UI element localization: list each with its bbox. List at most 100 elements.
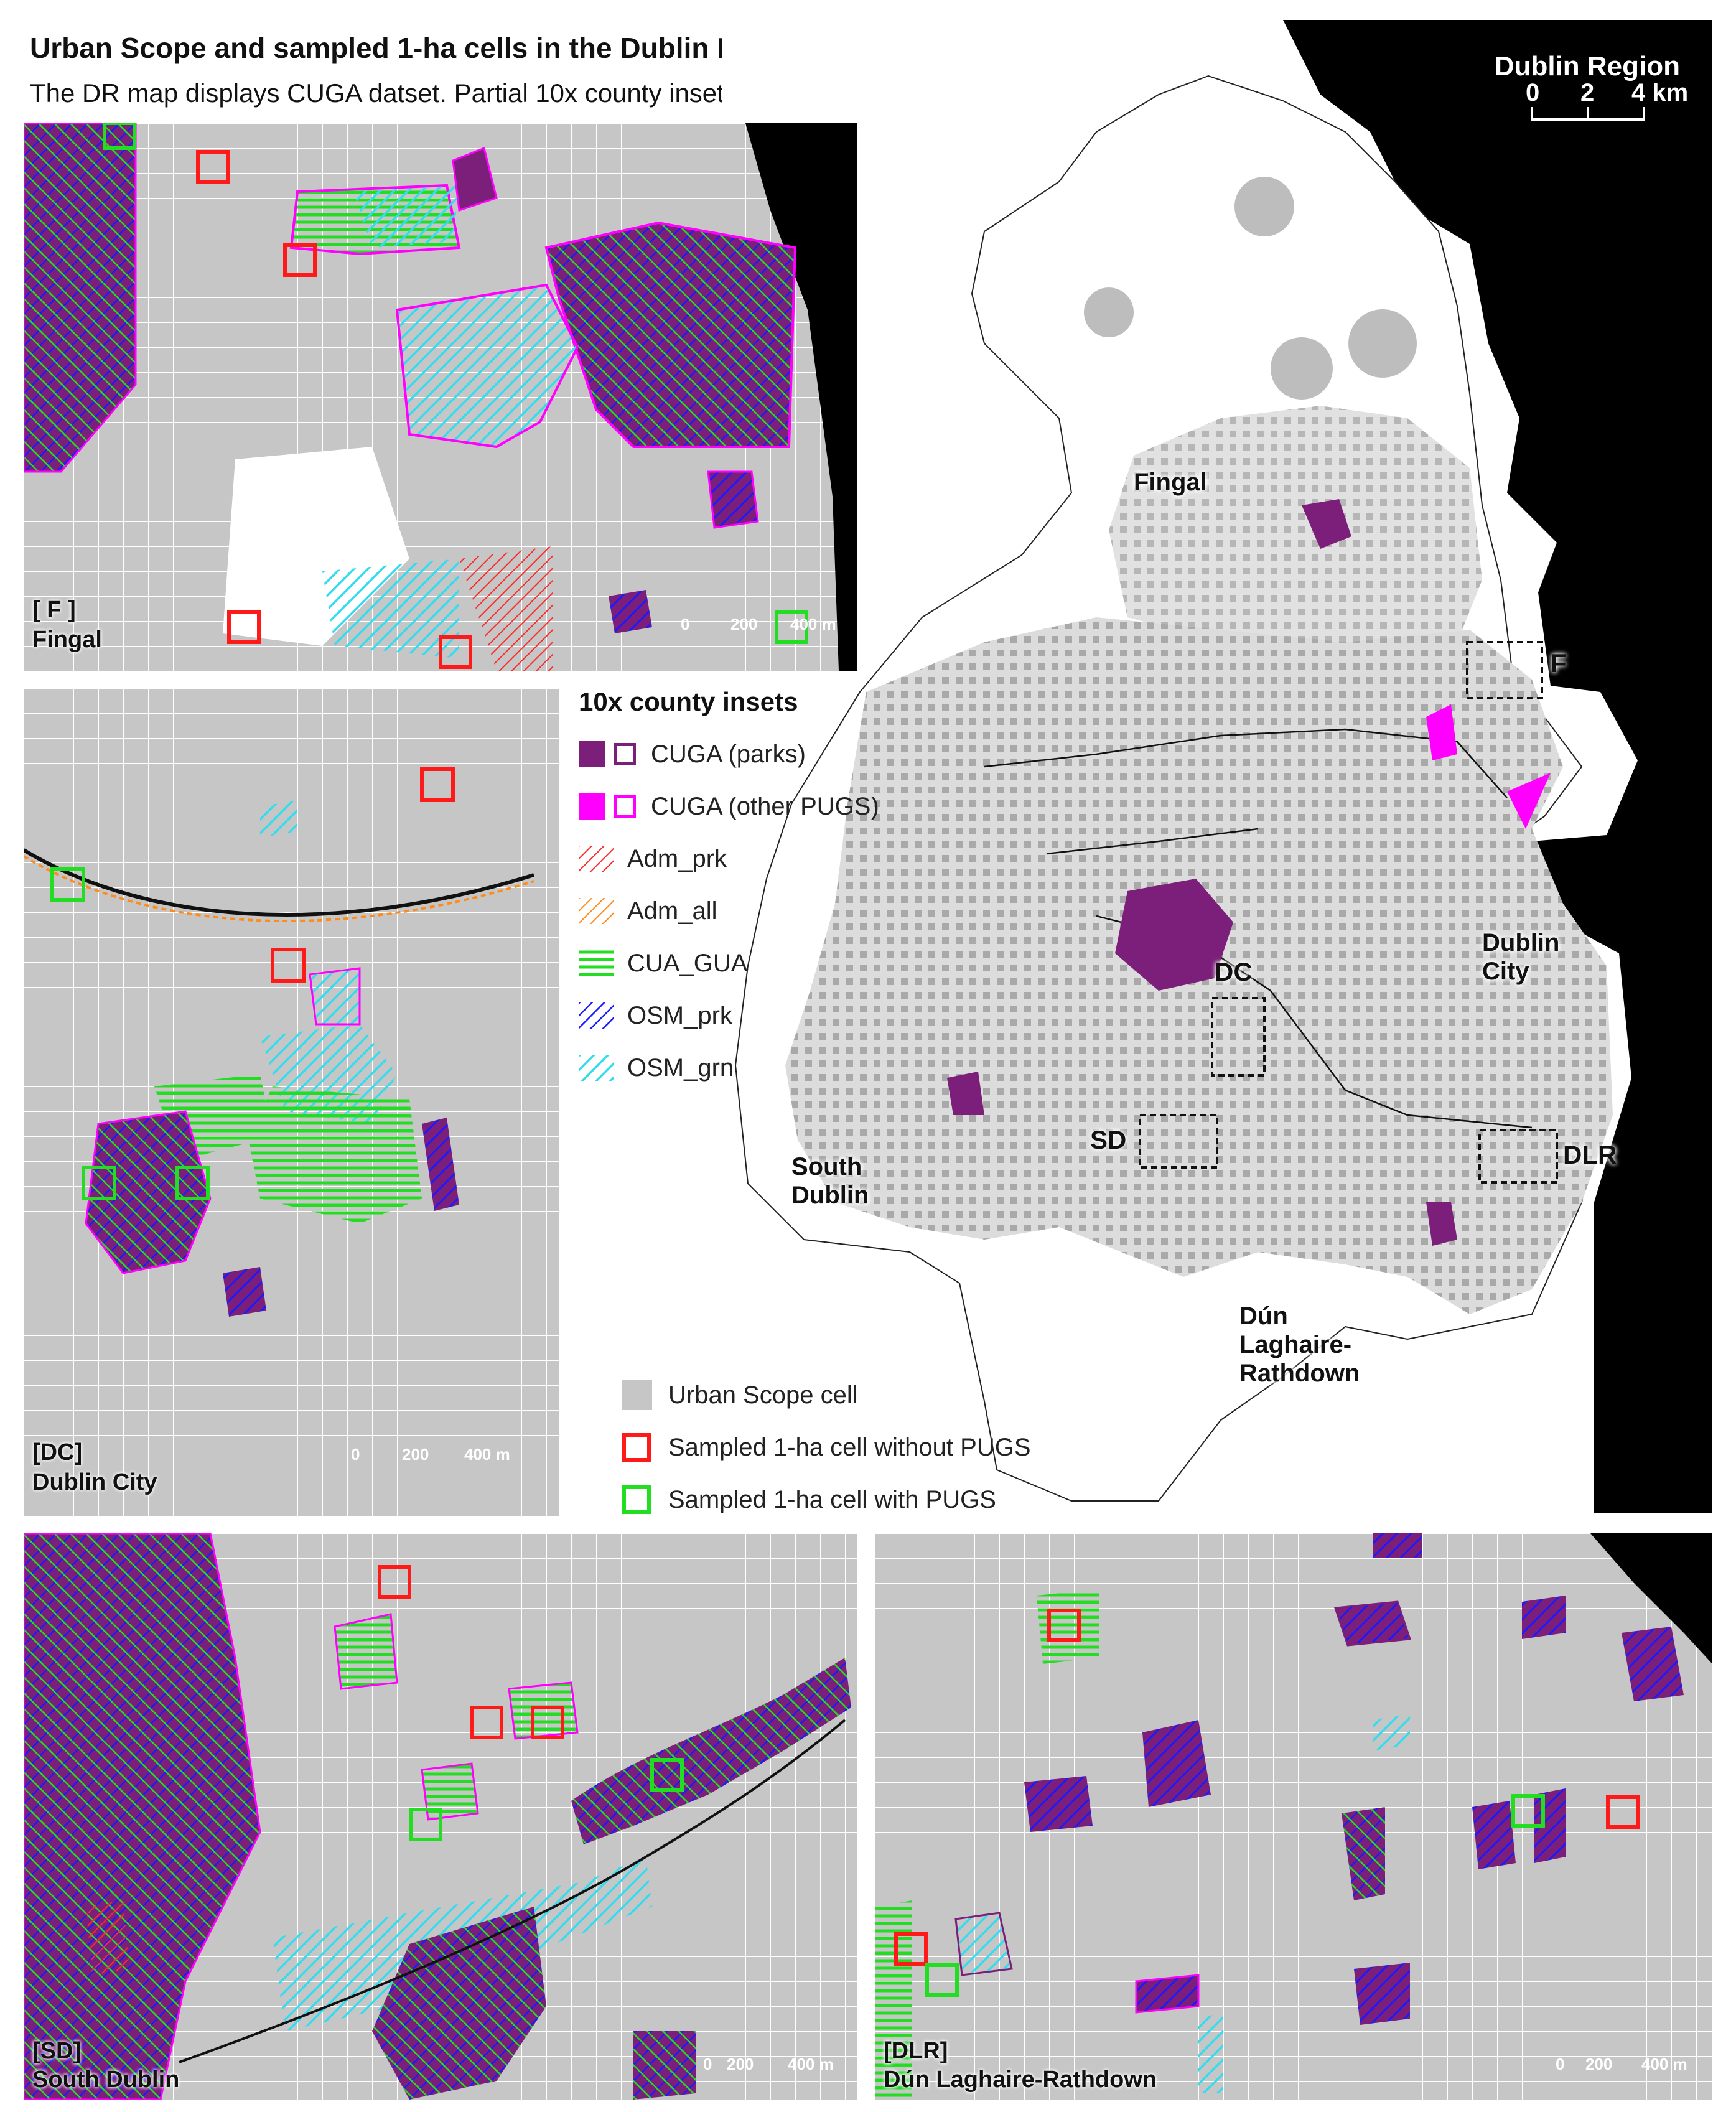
park-polygon xyxy=(452,146,498,212)
urban-cluster xyxy=(1084,287,1134,337)
sample-cell-with-pugs xyxy=(1511,1794,1545,1828)
inset-dc-scale-200: 200 xyxy=(402,1445,429,1464)
park-polygon xyxy=(1354,1963,1410,2025)
inset-sd-scale-0: 0 xyxy=(703,2055,712,2073)
inset-dublin-city-code: [DC] xyxy=(32,1439,83,1465)
legend-item-osm-grn: OSM_grn xyxy=(579,1042,952,1094)
inset-south-dublin-map xyxy=(24,1533,857,2100)
sample-cell-with-pugs xyxy=(82,1166,116,1200)
park-polygon xyxy=(1024,1776,1093,1832)
legend-swatch-urban xyxy=(622,1380,652,1410)
regional-map-canvas xyxy=(734,20,1712,1513)
inset-fingal-code: [ F ] xyxy=(32,597,76,623)
park-polygon xyxy=(1622,1627,1684,1701)
legend-swatch-horizontal xyxy=(579,950,614,976)
inset-dlr-scale-200: 200 xyxy=(1585,2055,1613,2073)
railway-line xyxy=(24,848,534,917)
park-patch xyxy=(1426,1202,1457,1246)
park-polygon xyxy=(1373,1533,1422,1558)
inset-south-dublin-name: South Dublin xyxy=(32,2067,180,2093)
legend-swatch-green-cell xyxy=(622,1485,651,1514)
sample-cell-with-pugs xyxy=(50,867,85,902)
inset-box-label-sd: SD xyxy=(1090,1125,1127,1154)
park-polygon xyxy=(24,123,137,473)
park-polygon xyxy=(85,1110,212,1274)
legend-label: Sampled 1-ha cell without PUGS xyxy=(668,1433,1031,1461)
osm-green-polygon xyxy=(353,185,459,248)
inset-fingal-scale-200: 200 xyxy=(730,615,758,633)
legend-swatch-hatch xyxy=(579,1002,614,1029)
inset-dlr-code: [DLR] xyxy=(884,2038,948,2064)
park-polygon xyxy=(609,590,652,633)
sample-cell-no-pugs xyxy=(378,1565,411,1599)
inset-box-dlr xyxy=(1478,1129,1558,1184)
legend-item-cuga-parks: CUGA (parks) xyxy=(579,728,952,780)
legend-item-cua-gua: CUA_GUA xyxy=(579,937,952,989)
sample-cell-no-pugs xyxy=(227,610,261,644)
pugs-polygon xyxy=(508,1681,579,1740)
bull-island xyxy=(1507,773,1551,829)
inset-south-dublin-code: [SD] xyxy=(32,2038,82,2064)
park-polygon xyxy=(372,1907,546,2100)
sample-cell-with-pugs xyxy=(103,123,136,150)
urban-cluster xyxy=(1271,337,1333,400)
inset-fingal-name: Fingal xyxy=(32,627,102,653)
osm-green-polygon xyxy=(309,967,361,1026)
osm-green-polygon xyxy=(322,559,459,658)
pugs-polygon xyxy=(334,1613,398,1690)
osm-green-polygon xyxy=(395,283,579,449)
inset-dlr-scale-0: 0 xyxy=(1556,2055,1565,2073)
legend-item-adm-prk: Adm_prk xyxy=(579,833,952,885)
inset-box-label-f: F xyxy=(1551,648,1567,678)
legend-item-osm-prk: OSM_prk xyxy=(579,989,952,1042)
sample-cell-no-pugs xyxy=(420,767,455,802)
park-polygon xyxy=(223,1267,266,1317)
park-polygon xyxy=(1333,1600,1412,1647)
inset-dlr-map xyxy=(875,1533,1712,2100)
sample-cell-no-pugs xyxy=(439,635,472,669)
osm-green-polygon xyxy=(1373,1714,1410,1751)
inset-sd-scale-200: 200 xyxy=(727,2055,754,2073)
legend-label: CUA_GUA xyxy=(627,949,748,977)
osm-green-polygon xyxy=(1198,2012,1223,2093)
park-patch xyxy=(947,1072,984,1115)
park-polygon xyxy=(707,470,759,529)
adm-park-polygon xyxy=(86,1900,129,1975)
phoenix-park xyxy=(1115,879,1233,991)
sea-area xyxy=(745,123,857,671)
inset-fingal-scale-0: 0 xyxy=(681,615,690,633)
legend-item-sample-with-pugs: Sampled 1-ha cell with PUGS xyxy=(622,1474,1070,1526)
inset-dlr-name: Dún Laghaire-Rathdown xyxy=(884,2067,1157,2093)
legend-swatch-outline xyxy=(614,795,636,818)
legend-swatch-hatch xyxy=(579,846,614,872)
park-polygon xyxy=(633,2031,696,2100)
inset-box-label-dlr: DLR xyxy=(1563,1140,1617,1169)
park-polygon xyxy=(1522,1596,1566,1639)
legend-swatch-hatch xyxy=(579,1055,614,1081)
sample-cell-with-pugs xyxy=(925,1963,959,1997)
label-dlr: Dún Laghaire-Rathdown xyxy=(1239,1302,1360,1387)
sea-area xyxy=(1590,1533,1712,1664)
park-polygon xyxy=(1142,1720,1211,1807)
cua-gua-polygon xyxy=(248,1086,422,1223)
inset-fingal: [ F ] Fingal 0 200 400 m xyxy=(22,122,859,672)
sample-cell-no-pugs xyxy=(283,243,317,277)
urban-cluster xyxy=(1348,309,1417,378)
adm-all-line xyxy=(24,855,534,923)
legend-swatch-fill xyxy=(579,741,605,767)
inset-box-dc xyxy=(1211,997,1266,1077)
inset-dublin-city-name: Dublin City xyxy=(32,1469,157,1495)
regional-scale-tick: 0 xyxy=(1526,79,1540,106)
legend-title: 10x county insets xyxy=(579,687,798,716)
sample-cell-no-pugs xyxy=(894,1932,928,1966)
legend-swatch-fill xyxy=(579,793,605,820)
inset-box-label-dc: DC xyxy=(1215,957,1253,986)
inset-dublin-city-map xyxy=(24,688,559,1516)
inset-south-dublin: [SD] South Dublin 0 200 400 m xyxy=(22,1532,859,2101)
inset-dublin-city: [DC] Dublin City 0 200 400 m xyxy=(22,687,560,1517)
inset-fingal-scale-400: 400 m xyxy=(790,615,836,633)
figure-title: Urban Scope and sampled 1-ha cells in th… xyxy=(30,32,814,64)
sample-cell-with-pugs xyxy=(175,1166,210,1200)
park-polygon xyxy=(544,221,797,448)
regional-scale-bar xyxy=(1531,107,1645,121)
